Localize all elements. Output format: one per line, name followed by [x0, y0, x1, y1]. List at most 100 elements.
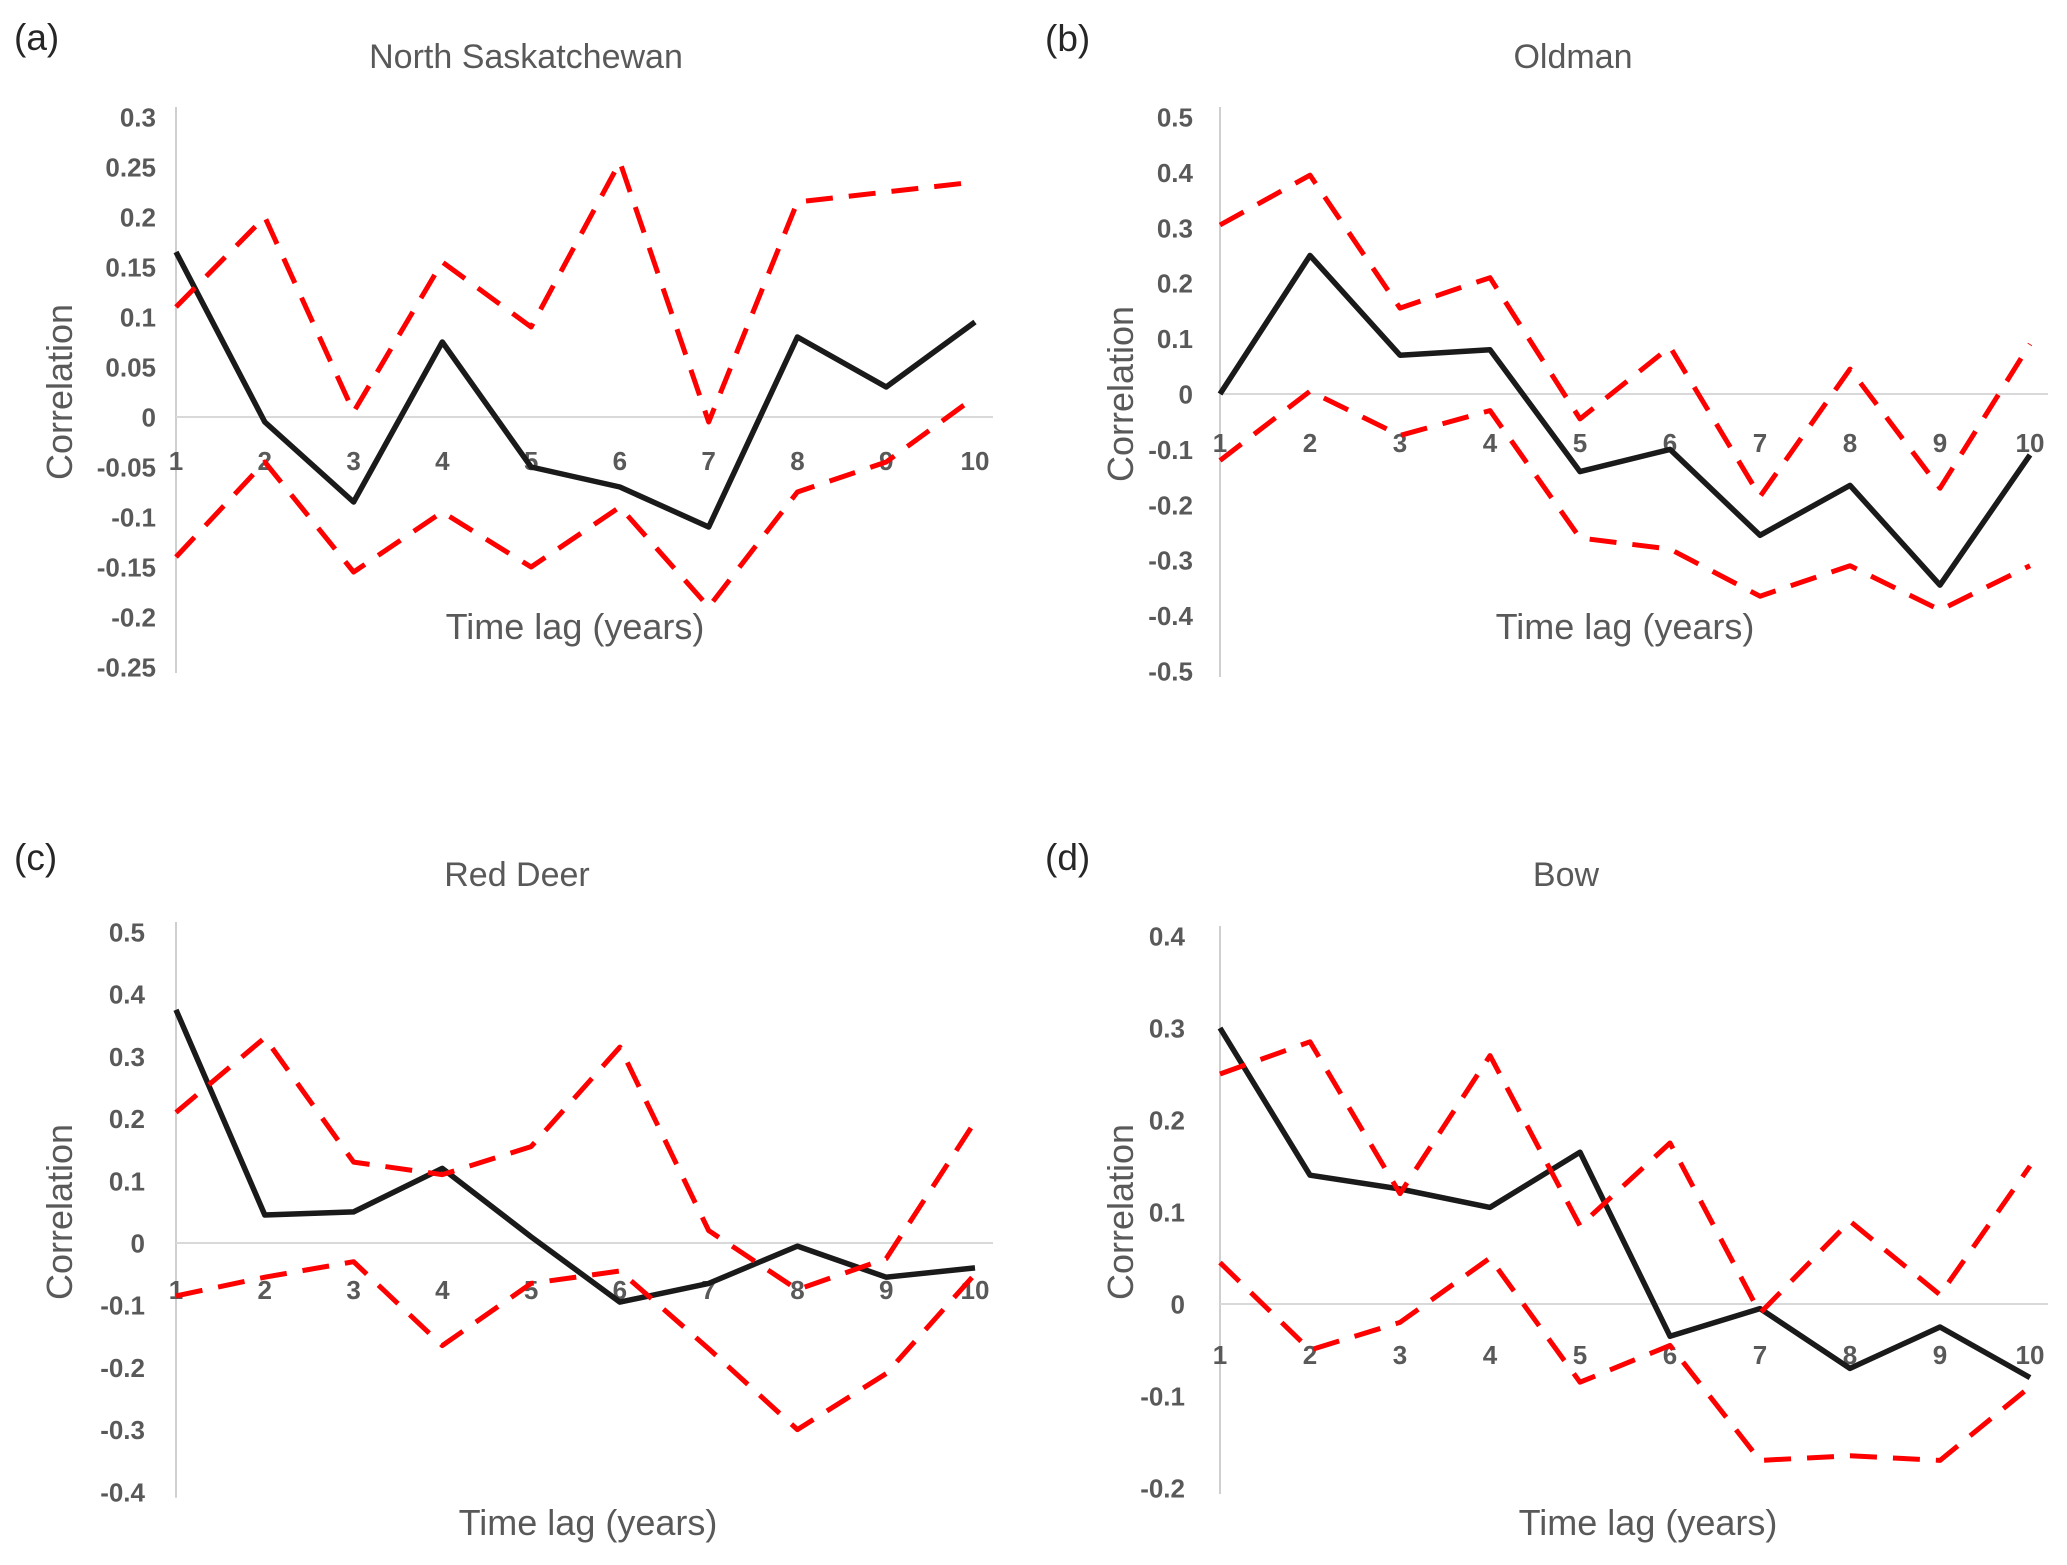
x-tick-label-a: 8: [790, 446, 804, 476]
series-lower-confidence-bound-d: [1218, 1255, 2032, 1463]
y-tick-label-a: 0.1: [120, 303, 156, 333]
y-tick-label-a: -0.25: [97, 653, 156, 683]
y-tick-label-c: 0.5: [109, 918, 145, 948]
plot-area-a: 0.3 0.25 0.2 0.15 0.1 0.05 0 -0.05 -0.1 -0.15 -0.2…: [97, 103, 993, 683]
y-tick-label-a: 0.3: [120, 103, 156, 133]
y-tick-label-a: 0: [142, 403, 156, 433]
series-upper-confidence-bound-c: [174, 1035, 978, 1293]
x-tick-label-d: 5: [1573, 1340, 1587, 1370]
y-tick-label-c: 0.2: [109, 1104, 145, 1134]
chart-title-d: Bow: [1532, 856, 1600, 894]
y-tick-label-d: 0.4: [1149, 922, 1186, 952]
panel-label-b: (b): [1045, 18, 1091, 59]
x-tick-label-c: 5: [524, 1275, 538, 1305]
series-correlation-a: [173, 250, 977, 530]
y-tick-label-c: -0.2: [100, 1353, 145, 1383]
y-tick-label-d: 0: [1171, 1290, 1185, 1320]
panel-label-c: (c): [14, 837, 58, 878]
y-tick-label-d: 0.1: [1149, 1198, 1185, 1228]
x-tick-label-d: 2: [1303, 1340, 1317, 1370]
y-tick-label-b: 0.2: [1157, 269, 1193, 299]
y-tick-label-b: -0.1: [1148, 435, 1193, 465]
y-tick-label-c: 0: [131, 1229, 145, 1259]
y-tick-label-c: 0.3: [109, 1042, 145, 1072]
y-tick-label-a: -0.1: [111, 503, 156, 533]
x-tick-label-b: 2: [1303, 428, 1317, 458]
chart-title-c: Red Deer: [444, 856, 590, 894]
y-tick-label-a: 0.15: [105, 253, 156, 283]
panel-a: (a) North Saskatchewan Correlation 0.3 0.…: [0, 0, 1033, 780]
x-tick-label-b: 5: [1573, 428, 1587, 458]
y-tick-label-b: 0.1: [1157, 324, 1193, 354]
y-tick-label-a: -0.05: [97, 453, 156, 483]
y-tick-label-b: 0.3: [1157, 213, 1193, 243]
series-correlation-c: [173, 1008, 976, 1305]
x-tick-label-c: 9: [879, 1275, 893, 1305]
y-tick-label-a: -0.15: [97, 553, 156, 583]
y-tick-label-d: -0.2: [1140, 1474, 1185, 1504]
y-tick-label-b: 0.5: [1157, 103, 1193, 133]
series-upper-confidence-bound-b: [1218, 172, 2033, 499]
x-tick-label-d: 1: [1213, 1340, 1227, 1370]
series-upper-confidence-bound-a: [174, 159, 976, 425]
y-tick-label-c: 0.1: [109, 1166, 145, 1196]
y-tick-label-c: -0.4: [100, 1477, 145, 1507]
series-lower-confidence-bound-c: [175, 1259, 977, 1433]
x-tick-label-b: 4: [1483, 428, 1498, 458]
x-tick-label-a: 6: [613, 446, 627, 476]
y-tick-label-b: 0.4: [1157, 158, 1194, 188]
panel-c: (c) Red Deer Correlation 0.5 0.4 0.3 0.2 0.1…: [0, 780, 1033, 1565]
y-tick-label-d: -0.1: [1140, 1382, 1185, 1412]
x-tick-label-b: 10: [2016, 428, 2045, 458]
panel-d: (d) Bow Correlation 0.4 0.3 0.2 0.1 0 -0.1 -0.…: [1033, 780, 2067, 1565]
y-tick-label-b: -0.2: [1148, 490, 1193, 520]
x-tick-label-c: 4: [435, 1275, 450, 1305]
y-tick-label-d: 0.3: [1149, 1014, 1185, 1044]
chart-title-b: Oldman: [1513, 38, 1633, 76]
x-tick-label-b: 7: [1753, 428, 1767, 458]
x-tick-label-c: 3: [346, 1275, 360, 1305]
series-upper-confidence-bound-d: [1219, 1039, 2033, 1316]
y-tick-label-b: -0.5: [1148, 657, 1193, 687]
x-tick-label-d: 10: [2016, 1340, 2045, 1370]
y-tick-label-a: 0.05: [105, 353, 156, 383]
x-tick-label-a: 4: [435, 446, 450, 476]
x-tick-label-a: 7: [701, 446, 715, 476]
series-lower-confidence-bound-b: [1218, 388, 2032, 613]
plot-area-d: 0.40.30.20.10-0.1-0.21 2 3 4 5 6 7 8 9 10: [1140, 922, 2048, 1504]
series-lower-confidence-bound-a: [174, 394, 977, 610]
x-tick-label-c: 10: [961, 1275, 990, 1305]
y-tick-label-a: -0.2: [111, 603, 156, 633]
y-tick-label-a: 0.2: [120, 203, 156, 233]
x-tick-label-c: 1: [169, 1275, 183, 1305]
x-axis-title-b: Time lag (years): [1495, 606, 1755, 647]
x-tick-label-b: 9: [1933, 428, 1947, 458]
y-tick-label-b: -0.3: [1148, 546, 1193, 576]
y-tick-label-c: -0.3: [100, 1415, 145, 1445]
x-axis-title-d: Time lag (years): [1518, 1502, 1778, 1543]
y-tick-label-d: 0.2: [1149, 1106, 1185, 1136]
x-axis-title-c: Time lag (years): [458, 1502, 718, 1543]
x-tick-label-d: 9: [1933, 1340, 1947, 1370]
x-tick-label-d: 3: [1393, 1340, 1407, 1370]
panel-label-d: (d): [1045, 837, 1091, 878]
y-tick-label-c: 0.4: [109, 980, 146, 1010]
series-correlation-d: [1217, 1026, 2032, 1380]
plot-area-b: 0.50.40.30.20.10-0.1-0.2-0.3-0.4-0.51 2 3 4…: [1148, 103, 2048, 687]
y-tick-label-b: 0: [1179, 380, 1193, 410]
panel-b: (b) Oldman Correlation 0.5 0.4 0.3 0.2 0.1 0-…: [1033, 0, 2067, 780]
x-tick-label-d: 8: [1843, 1340, 1857, 1370]
y-tick-label-c: -0.1: [100, 1291, 145, 1321]
y-tick-label-b: -0.4: [1148, 601, 1193, 631]
x-tick-label-d: 7: [1753, 1340, 1767, 1370]
x-tick-label-c: 2: [258, 1275, 272, 1305]
x-tick-label-b: 8: [1843, 428, 1857, 458]
x-tick-label-d: 4: [1483, 1340, 1498, 1370]
x-tick-label-b: 1: [1213, 428, 1227, 458]
series-correlation-b: [1217, 252, 2033, 588]
plot-area-c: 0.50.40.30.20.10-0.1-0.2-0.3-0.41 2 3 4 5 6 7 8…: [100, 918, 993, 1507]
x-axis-title-a: Time lag (years): [445, 606, 705, 647]
x-tick-label-a: 3: [346, 446, 360, 476]
chart-title-a: North Saskatchewan: [369, 38, 683, 76]
